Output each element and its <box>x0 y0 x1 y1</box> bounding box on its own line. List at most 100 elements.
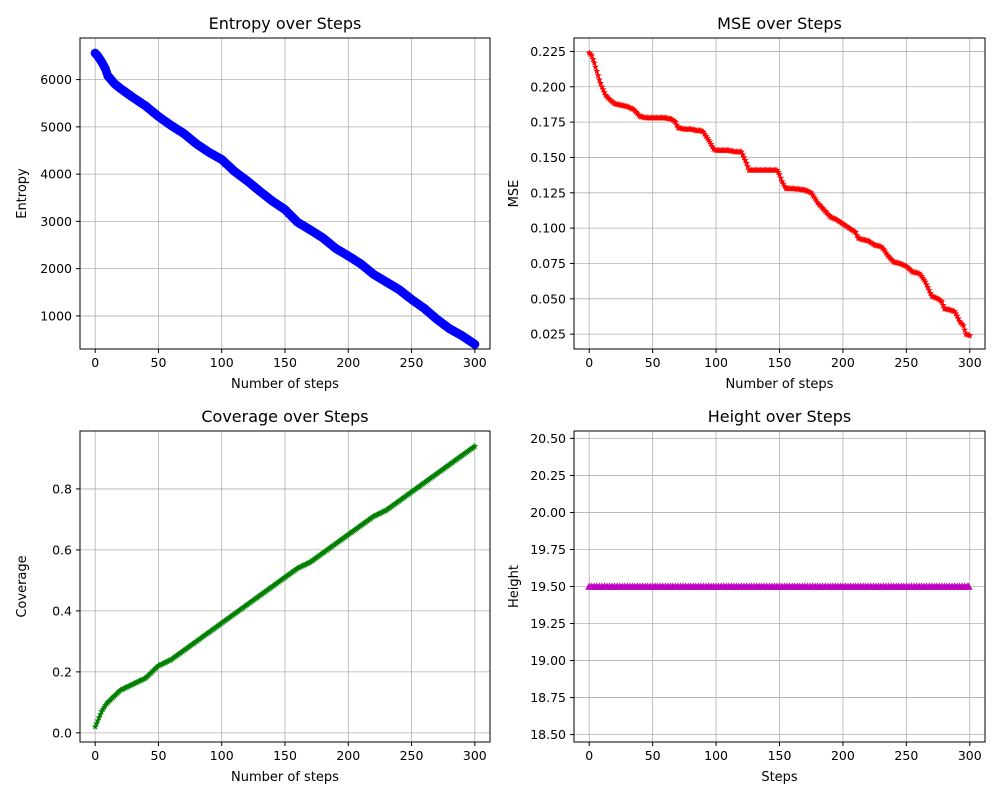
y-tick-label: 0.025 <box>530 327 566 342</box>
data-point <box>923 281 931 288</box>
data-point <box>924 283 932 291</box>
y-tick-label: 19.75 <box>530 542 566 557</box>
x-tick-label: 100 <box>210 355 234 370</box>
x-tick-label: 100 <box>704 355 728 370</box>
data-point <box>880 245 887 253</box>
data-point <box>701 130 709 138</box>
data-point <box>635 111 643 118</box>
data-point <box>632 108 640 116</box>
data-point <box>739 151 747 158</box>
data-point <box>471 442 479 450</box>
x-tick-label: 200 <box>336 748 360 763</box>
x-tick-label: 250 <box>894 748 918 763</box>
y-tick-label: 20.50 <box>530 431 566 446</box>
data-point <box>741 156 749 164</box>
y-tick-label: 0.8 <box>52 481 72 496</box>
y-tick-label: 18.75 <box>530 690 566 705</box>
data-point <box>877 242 885 250</box>
data-point <box>776 170 783 178</box>
x-tick-label: 50 <box>151 355 167 370</box>
x-tick-label: 200 <box>831 748 855 763</box>
data-point <box>814 199 821 206</box>
data-point <box>938 298 946 305</box>
data-point <box>902 262 910 270</box>
y-tick-label: 0.175 <box>530 115 566 130</box>
data-point <box>815 200 823 208</box>
x-tick-label: 50 <box>645 748 661 763</box>
y-tick-label: 0.4 <box>52 603 72 618</box>
data-point <box>630 105 638 113</box>
data-point <box>812 196 820 204</box>
x-axis-label: Number of steps <box>231 770 339 785</box>
data-point <box>816 201 824 209</box>
data-point <box>707 140 715 148</box>
data-point <box>587 50 594 58</box>
x-tick-label: 100 <box>210 748 234 763</box>
data-point <box>705 136 712 143</box>
data-point <box>598 83 606 90</box>
x-tick-label: 250 <box>400 355 424 370</box>
y-tick-label: 19.00 <box>530 653 566 668</box>
data-point <box>631 107 639 114</box>
y-tick-label: 20.25 <box>530 468 566 483</box>
chart-title: Height over Steps <box>708 407 852 426</box>
x-tick-label: 0 <box>585 748 593 763</box>
data-point <box>834 216 842 224</box>
data-point <box>607 96 615 104</box>
data-point <box>821 207 829 215</box>
data-point <box>599 86 607 93</box>
data-point <box>833 216 841 223</box>
data-point <box>960 322 967 329</box>
data-point <box>882 249 890 256</box>
data-point <box>668 115 676 123</box>
data-point <box>908 267 915 274</box>
x-tick-label: 150 <box>273 748 297 763</box>
data-point <box>634 110 641 117</box>
y-tick-label: 0.125 <box>530 185 566 200</box>
x-axis-label: Number of steps <box>726 377 834 392</box>
y-tick-label: 0.6 <box>52 542 72 557</box>
data-point <box>885 252 893 260</box>
data-point <box>878 244 886 251</box>
data-point <box>823 208 830 216</box>
y-tick-label: 0.225 <box>530 44 566 59</box>
y-tick-label: 5000 <box>40 119 72 134</box>
data-point <box>848 226 856 233</box>
data-point <box>915 269 923 277</box>
data-point <box>966 331 974 339</box>
data-point <box>847 225 854 232</box>
data-point <box>94 717 102 724</box>
data-point <box>603 93 611 100</box>
data-point <box>606 95 613 103</box>
data-point <box>740 153 748 161</box>
data-point <box>840 221 848 228</box>
x-tick-label: 200 <box>336 355 360 370</box>
y-tick-label: 0.100 <box>530 221 566 236</box>
data-point <box>956 317 964 325</box>
x-tick-label: 150 <box>768 355 792 370</box>
data-point <box>852 228 860 236</box>
y-tick-label: 0.200 <box>530 79 566 94</box>
data-point <box>952 310 960 317</box>
x-tick-label: 300 <box>958 748 982 763</box>
data-point <box>778 177 786 185</box>
data-point <box>670 117 678 125</box>
subplot-1: 0 50 100 150 200 250 300 1000 2000 3000 4000 5000 60… <box>15 14 491 392</box>
data-point <box>589 55 597 63</box>
data-point <box>920 276 928 283</box>
data-point <box>781 182 788 190</box>
data-point <box>96 710 104 718</box>
data-point <box>779 180 787 187</box>
data-point <box>777 174 785 181</box>
data-point <box>810 192 818 200</box>
data-point <box>93 720 100 727</box>
data-point <box>883 251 891 258</box>
data-point <box>957 319 965 326</box>
data-point <box>773 166 781 174</box>
y-tick-label: 20.00 <box>530 505 566 520</box>
x-tick-label: 300 <box>463 748 487 763</box>
y-axis-label: Coverage <box>15 555 30 617</box>
data-point <box>590 59 598 66</box>
data-point <box>608 98 616 105</box>
x-tick-label: 300 <box>463 355 487 370</box>
